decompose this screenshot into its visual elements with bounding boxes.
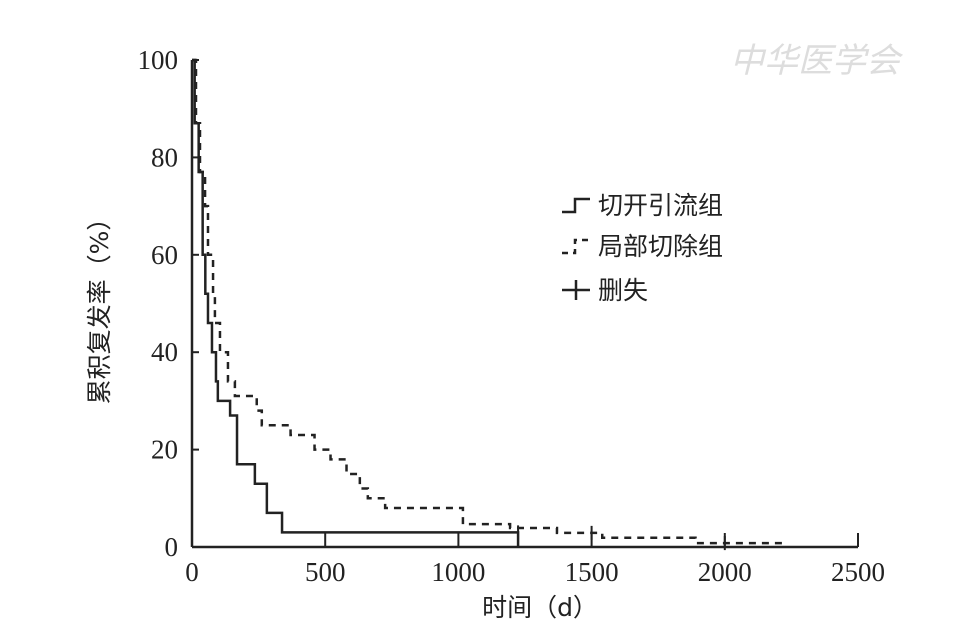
x-tick-label: 1000 <box>431 557 485 587</box>
series-group <box>192 58 788 551</box>
legend-label-censor: 删失 <box>598 276 648 305</box>
legend-swatch-solid <box>562 197 590 214</box>
y-axis-label: 累积复发率（%） <box>85 206 114 405</box>
legend: 切开引流组 局部切除组 删失 <box>562 191 723 305</box>
legend-swatch-censor <box>562 280 590 300</box>
y-tick-label: 100 <box>138 45 179 75</box>
y-tick-label: 0 <box>165 532 179 562</box>
y-tick-label: 20 <box>151 435 178 465</box>
x-tick-label: 2500 <box>831 557 885 587</box>
series-line-1 <box>192 58 788 545</box>
legend-label-0: 切开引流组 <box>598 191 723 220</box>
y-tick-label: 40 <box>151 337 178 367</box>
x-tick-label: 0 <box>185 557 199 587</box>
x-axis-label: 时间（d） <box>482 593 598 622</box>
x-tick-label: 500 <box>305 557 346 587</box>
x-tick-label: 2000 <box>698 557 752 587</box>
watermark-text: 中华医学会 <box>730 41 904 81</box>
legend-swatch-dashed <box>562 238 590 255</box>
y-tick-label: 60 <box>151 240 178 270</box>
legend-label-1: 局部切除组 <box>598 232 723 261</box>
y-tick-label: 80 <box>151 142 178 172</box>
x-tick-label: 1500 <box>565 557 619 587</box>
